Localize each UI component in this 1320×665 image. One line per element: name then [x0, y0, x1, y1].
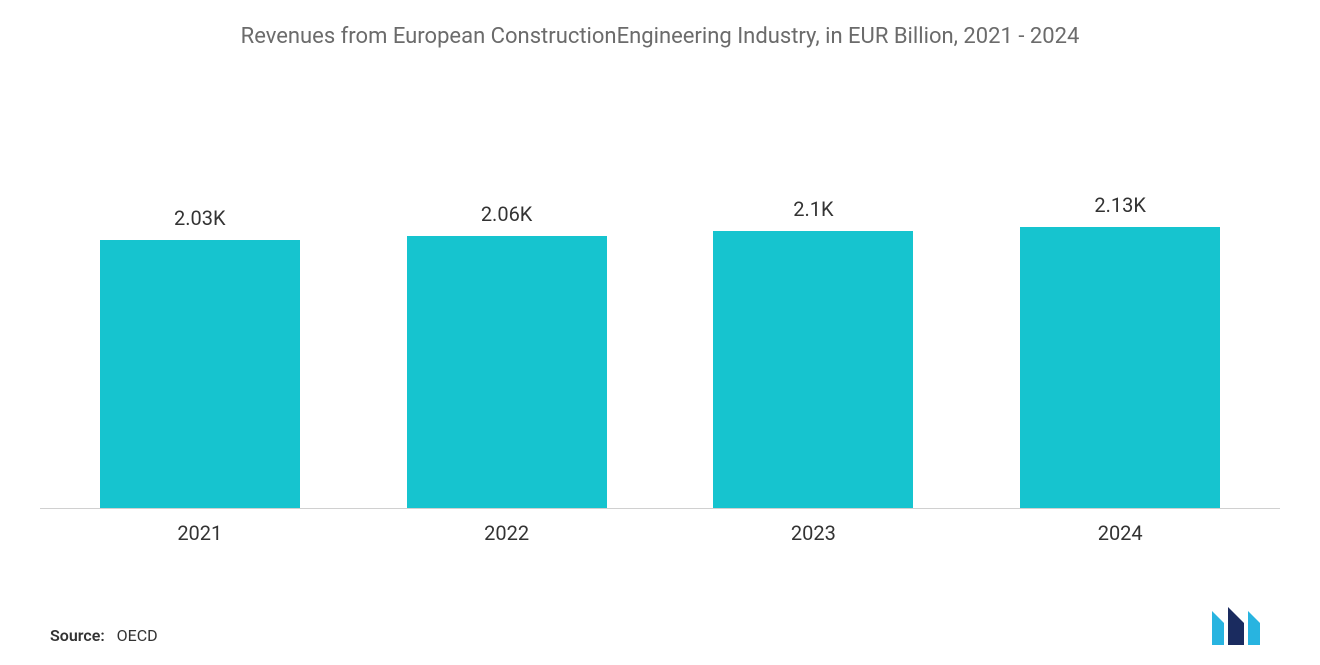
chart-plot-area: 2.03K 2.06K 2.1K 2.13K: [40, 109, 1280, 509]
bar-group: 2.13K: [990, 193, 1250, 508]
bar-value-label: 2.1K: [793, 197, 833, 221]
chart-container: Revenues from European ConstructionEngin…: [0, 0, 1320, 665]
x-axis-label: 2023: [684, 521, 944, 545]
bar: [100, 240, 300, 508]
bar-value-label: 2.06K: [481, 202, 533, 226]
chart-title: Revenues from European ConstructionEngin…: [40, 24, 1280, 49]
x-axis-labels: 2021 2022 2023 2024: [40, 509, 1280, 545]
bar-value-label: 2.13K: [1094, 193, 1146, 217]
bar-group: 2.03K: [70, 206, 330, 508]
bar-value-label: 2.03K: [174, 206, 226, 230]
bar-group: 2.06K: [377, 202, 637, 508]
source-value: OECD: [117, 626, 158, 645]
x-axis-label: 2021: [70, 521, 330, 545]
bar: [1020, 227, 1220, 508]
source-label: Source:: [50, 626, 105, 645]
source-attribution: Source: OECD: [50, 626, 158, 645]
x-axis-label: 2022: [377, 521, 637, 545]
brand-logo-icon: [1210, 605, 1270, 645]
chart-footer: Source: OECD: [40, 605, 1280, 645]
bar-group: 2.1K: [684, 197, 944, 508]
bar: [407, 236, 607, 508]
x-axis-label: 2024: [990, 521, 1250, 545]
bar: [713, 231, 913, 508]
